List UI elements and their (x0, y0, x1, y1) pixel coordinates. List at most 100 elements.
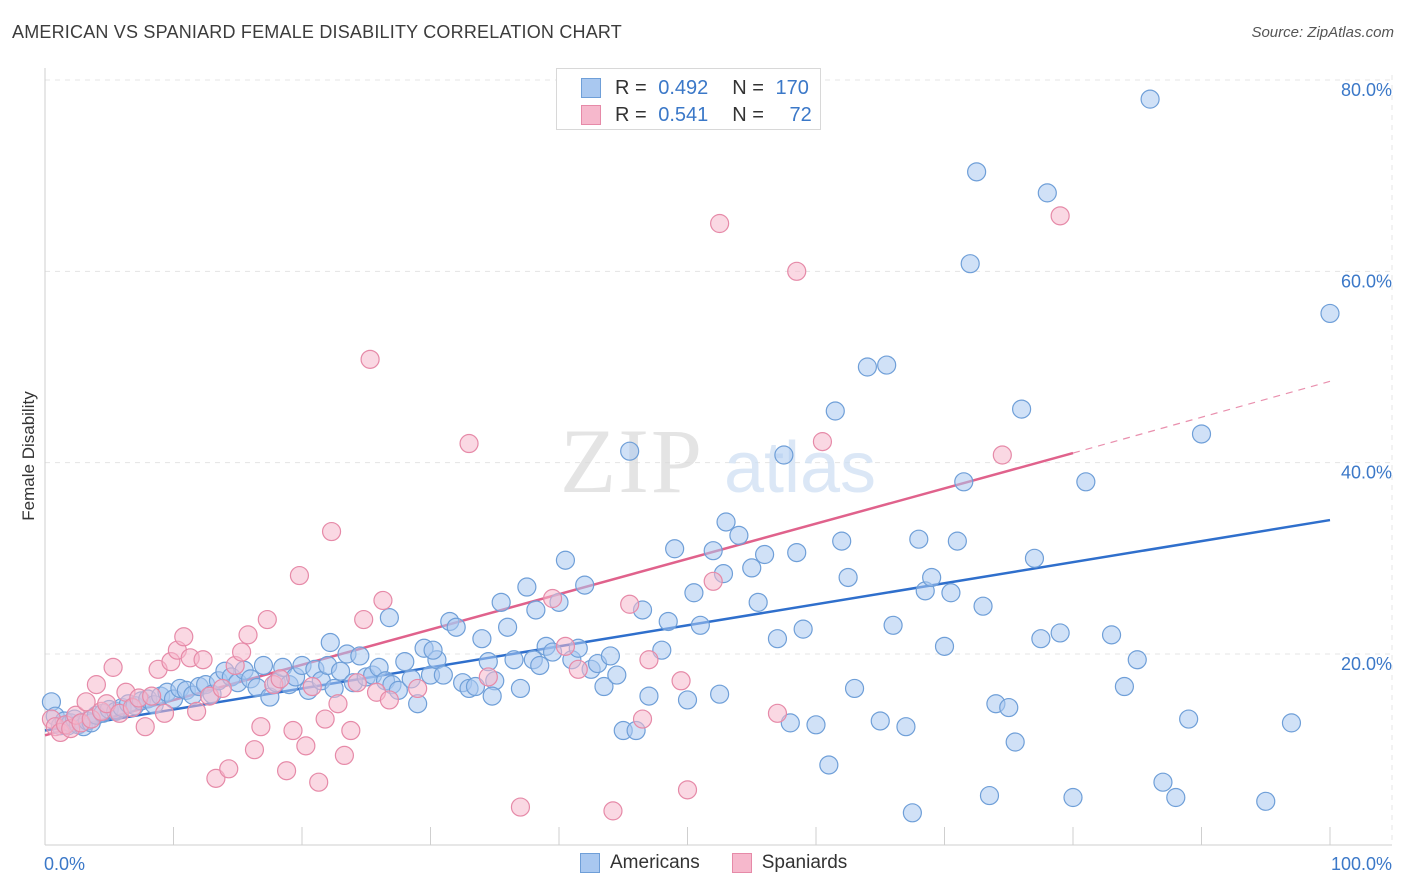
spaniards-point (142, 686, 162, 706)
americans-point (1140, 89, 1160, 109)
spaniards-point (232, 642, 252, 662)
americans-point (1320, 303, 1340, 324)
americans-point (423, 640, 443, 660)
americans-point (350, 646, 370, 666)
americans-point (575, 575, 595, 595)
legend-n-value: 170 (775, 76, 809, 99)
spaniards-point (373, 590, 393, 611)
americans-point (620, 441, 640, 461)
spaniards-point (341, 720, 361, 741)
spaniards-point (296, 736, 316, 756)
americans-point (754, 544, 775, 565)
americans-point (530, 655, 550, 676)
americans-point (922, 567, 942, 588)
spaniards-trend-extension (1072, 380, 1331, 454)
spaniards-point (992, 445, 1012, 465)
americans-point (1179, 709, 1199, 729)
americans-point (774, 445, 794, 465)
spaniards-point (174, 627, 194, 647)
americans-point (482, 686, 502, 706)
y-tick-label: 60.0% (1341, 271, 1392, 291)
americans-point (433, 665, 453, 685)
spaniards-point (767, 703, 788, 723)
americans-point (658, 611, 678, 632)
americans-point (379, 608, 399, 628)
legend-r-value: 0.541 (658, 103, 709, 126)
americans-point (742, 558, 762, 578)
spaniards-point (309, 772, 329, 792)
americans-point (1153, 772, 1173, 792)
americans-point (832, 531, 852, 551)
americans-point (838, 567, 858, 588)
legend-swatch-spaniards (581, 105, 601, 125)
americans-point (1031, 629, 1051, 649)
spaniards-point (219, 759, 239, 779)
americans-point (1256, 791, 1276, 811)
bottom-legend-swatch-spaniards (731, 853, 752, 873)
americans-point (967, 162, 987, 182)
americans-point (1011, 399, 1032, 419)
spaniards-point (542, 588, 563, 609)
spaniards-point (283, 720, 303, 741)
americans-point (1005, 732, 1025, 752)
americans-point (883, 615, 903, 635)
americans-point (767, 629, 788, 649)
spaniards-point (103, 657, 123, 677)
y-tick-label: 80.0% (1341, 80, 1392, 100)
americans-point (1166, 787, 1186, 808)
spaniards-point (510, 797, 531, 817)
americans-point (491, 592, 511, 612)
data-points (41, 89, 1340, 823)
americans-point (510, 678, 531, 699)
americans-point (1024, 548, 1045, 568)
americans-point (504, 650, 524, 670)
spaniards-point (677, 780, 698, 800)
legend-r-label: R = (615, 76, 647, 99)
spaniards-point (328, 694, 348, 714)
americans-point (330, 661, 351, 681)
americans-point (1101, 625, 1122, 645)
americans-point (979, 785, 1000, 806)
legend-r-value: 0.492 (658, 76, 709, 99)
spaniards-point (555, 636, 576, 656)
spaniards-point (270, 669, 290, 689)
legend-row-spaniards: R = 0.541 N = 72 (581, 104, 812, 126)
americans-point (446, 617, 466, 637)
americans-point (607, 665, 627, 685)
americans-point (665, 539, 685, 559)
spaniards-point (408, 678, 428, 699)
spaniards-point (257, 609, 277, 630)
legend-row-americans: R = 0.492 N = 170 (581, 77, 809, 99)
americans-point (465, 676, 486, 697)
spaniards-point (76, 692, 96, 712)
americans-point (973, 596, 993, 616)
americans-point (1114, 676, 1135, 697)
spaniards-point (244, 740, 265, 760)
americans-point (806, 715, 826, 735)
legend-n-value: 72 (789, 103, 812, 126)
americans-point (787, 542, 807, 563)
spaniards-point (154, 703, 175, 723)
americans-point (1281, 713, 1302, 733)
americans-point (652, 640, 672, 660)
americans-point (555, 550, 576, 570)
bottom-legend-label-americans: Americans (610, 852, 700, 873)
americans-point (909, 529, 929, 549)
chart-title: AMERICAN VS SPANIARD FEMALE DISABILITY C… (12, 22, 622, 42)
americans-point (877, 355, 897, 375)
americans-point (896, 717, 916, 737)
americans-point (844, 678, 865, 699)
grid-lines (45, 75, 1393, 845)
americans-point (1127, 650, 1147, 670)
spaniards-point (193, 650, 213, 670)
americans-point (793, 619, 813, 639)
americans-point (902, 803, 922, 823)
source-label: Source: ZipAtlas.com (1251, 24, 1394, 41)
spaniards-point (459, 433, 479, 454)
x-tick-label: 0.0% (44, 854, 85, 874)
spaniards-point (289, 565, 310, 586)
spaniards-point (302, 676, 322, 697)
watermark-atlas: atlas (724, 428, 876, 508)
bottom-legend-swatch-americans (580, 853, 600, 873)
